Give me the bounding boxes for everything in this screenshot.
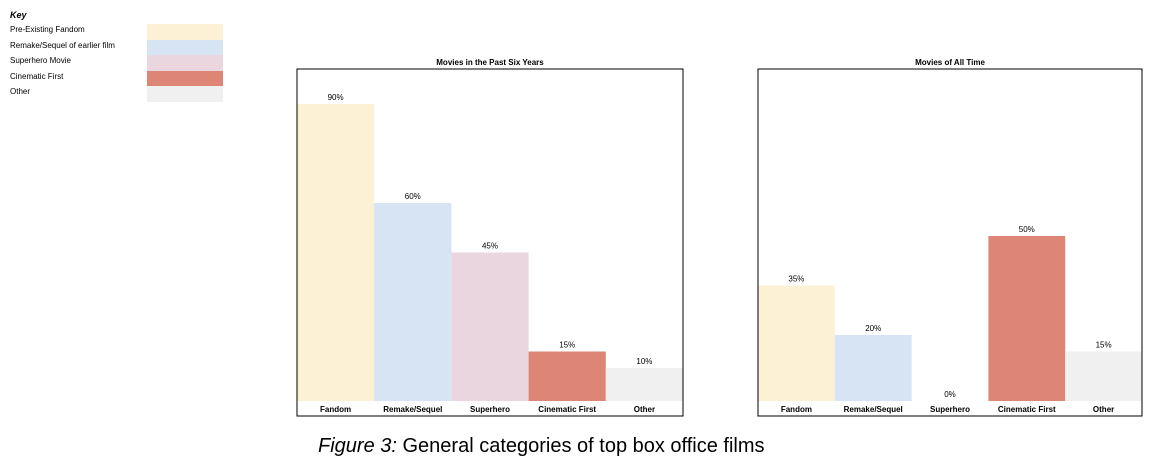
key-swatch [147, 86, 223, 103]
category-label: Other [1093, 405, 1114, 414]
data-label: 45% [482, 242, 498, 251]
category-label: Superhero [470, 405, 510, 414]
chart-frame [757, 68, 1143, 417]
category-label: Remake/Sequel [844, 405, 903, 414]
data-label: 90% [328, 93, 344, 102]
data-label: 35% [788, 275, 804, 284]
chart-title: Movies in the Past Six Years [436, 58, 544, 67]
figure-caption: Figure 3: General categories of top box … [318, 435, 765, 458]
bar [834, 335, 912, 401]
bar [297, 104, 375, 401]
key-title: Key [10, 10, 27, 20]
charts-canvas: Movies in the Past Six Years 90% Fandom 60%… [296, 58, 1143, 417]
key-swatch [147, 55, 223, 72]
data-label: 60% [405, 192, 421, 201]
data-label: 50% [1019, 225, 1035, 234]
data-label: 15% [1096, 341, 1112, 350]
category-label: Cinematic First [538, 405, 596, 414]
bar [605, 368, 683, 401]
chart-title: Movies of All Time [915, 58, 985, 67]
key-item-superhero: Superhero Movie [10, 54, 230, 72]
key-item-other: Other [10, 85, 230, 103]
category-label: Cinematic First [998, 405, 1056, 414]
key-item-label: Remake/Sequel of earlier film [10, 40, 115, 50]
bar [451, 252, 529, 401]
data-label: 10% [636, 357, 652, 366]
chart-frame [296, 68, 684, 417]
category-label: Fandom [320, 405, 351, 414]
data-label: 20% [865, 324, 881, 333]
category-label: Fandom [781, 405, 812, 414]
bar [374, 203, 452, 401]
chart-key: Key Pre-Existing Fandom Remake/Sequel of… [10, 10, 230, 103]
category-label: Other [634, 405, 655, 414]
key-item-fandom: Pre-Existing Fandom [10, 23, 230, 40]
key-item-label: Pre-Existing Fandom [10, 25, 85, 34]
bar [758, 285, 835, 401]
caption-text: General categories of top box office fil… [396, 435, 765, 457]
data-label: 15% [559, 341, 575, 350]
category-label: Superhero [930, 405, 970, 414]
data-label: 0% [944, 390, 956, 399]
caption-prefix: Figure 3: [318, 435, 397, 457]
key-swatch [147, 24, 223, 40]
bar [988, 236, 1066, 401]
bar [528, 351, 606, 401]
bar [1065, 351, 1142, 401]
key-item-cinematic-first: Cinematic First [10, 70, 230, 87]
key-item-label: Superhero Movie [10, 56, 71, 66]
key-item-remake: Remake/Sequel of earlier film [10, 39, 230, 56]
key-swatch [147, 39, 223, 56]
key-item-label: Cinematic First [10, 71, 64, 81]
key-swatch [147, 70, 223, 87]
category-label: Remake/Sequel [383, 405, 442, 414]
chart-2: Movies of All Time 35% Fandom 20% Remake/Seq… [757, 58, 1143, 417]
key-item-label: Other [10, 87, 31, 97]
chart-1: Movies in the Past Six Years 90% Fandom 60%… [296, 58, 684, 417]
